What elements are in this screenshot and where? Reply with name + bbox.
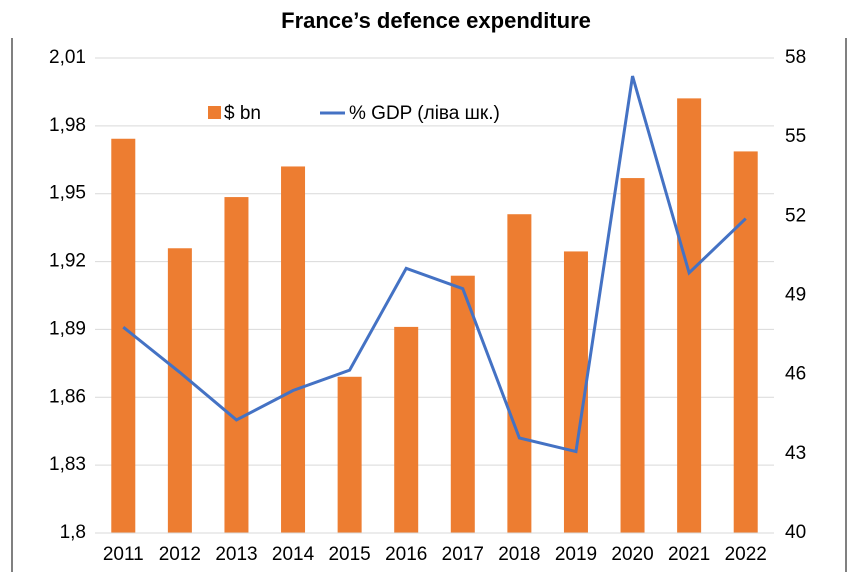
x-tick-label: 2017 bbox=[442, 544, 484, 565]
bar bbox=[281, 166, 306, 534]
bar bbox=[111, 138, 136, 533]
y2-tick-label: 46 bbox=[785, 364, 806, 385]
y2-tick-label: 43 bbox=[785, 443, 806, 464]
y-tick-label: 1,89 bbox=[49, 318, 86, 339]
y-tick-label: 2,01 bbox=[49, 47, 86, 68]
bar bbox=[337, 376, 362, 533]
bar bbox=[620, 178, 645, 533]
y2-tick-label: 49 bbox=[785, 285, 806, 306]
bar bbox=[733, 151, 758, 533]
y-tick-label: 1,83 bbox=[49, 454, 86, 475]
y-tick-label: 1,8 bbox=[60, 522, 86, 543]
chart-title: France’s defence expenditure bbox=[281, 8, 591, 33]
bar bbox=[677, 98, 702, 533]
bar bbox=[507, 214, 532, 533]
bar bbox=[394, 326, 419, 533]
y-tick-label: 1,92 bbox=[49, 251, 86, 272]
y2-tick-label: 40 bbox=[785, 522, 806, 543]
y2-tick-label: 58 bbox=[785, 47, 806, 68]
x-tick-label: 2019 bbox=[555, 544, 597, 565]
x-tick-label: 2022 bbox=[725, 544, 767, 565]
y2-tick-label: 55 bbox=[785, 126, 806, 147]
bar bbox=[450, 275, 475, 533]
x-tick-label: 2011 bbox=[103, 544, 144, 565]
x-tick-label: 2012 bbox=[159, 544, 201, 565]
bar bbox=[167, 248, 192, 533]
y-tick-label: 1,98 bbox=[49, 115, 86, 136]
x-tick-label: 2018 bbox=[498, 544, 540, 565]
line bbox=[122, 75, 747, 454]
bar bbox=[224, 197, 249, 533]
x-tick-label: 2016 bbox=[385, 544, 427, 565]
legend-label: % GDP (ліва шк.) bbox=[349, 103, 500, 124]
x-tick-label: 2014 bbox=[272, 544, 315, 565]
legend-swatch bbox=[208, 106, 221, 119]
y2-tick-label: 52 bbox=[785, 205, 806, 226]
x-tick-label: 2021 bbox=[668, 544, 710, 565]
y-tick-label: 1,86 bbox=[49, 386, 86, 407]
x-tick-label: 2020 bbox=[611, 544, 653, 565]
y-tick-label: 1,95 bbox=[49, 183, 86, 204]
legend-label: $ bn bbox=[224, 103, 261, 124]
x-tick-label: 2015 bbox=[328, 544, 370, 565]
x-tick-label: 2013 bbox=[215, 544, 257, 565]
